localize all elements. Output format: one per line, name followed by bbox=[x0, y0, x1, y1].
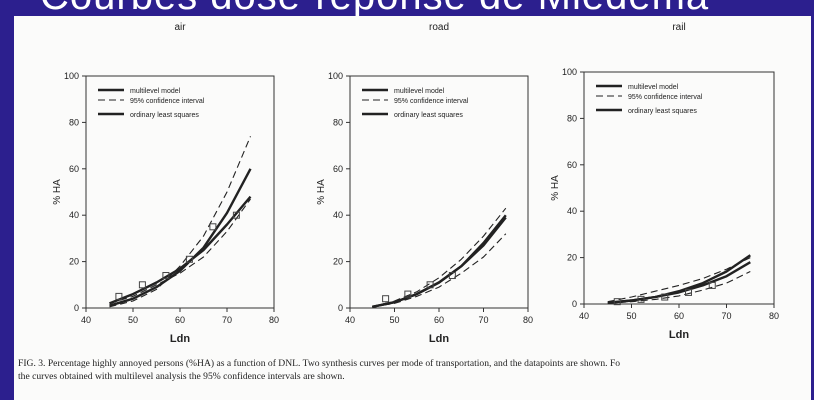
series-line bbox=[372, 216, 507, 308]
x-tick-label: 50 bbox=[128, 315, 138, 325]
chart-panel-air: air 40 50 60 70 80 0 20 40 60 80 100 Ldn % HA multilev… bbox=[44, 16, 294, 361]
data-point bbox=[115, 292, 123, 300]
plot-frame bbox=[583, 71, 775, 305]
legend-label: multilevel model bbox=[130, 88, 181, 95]
data-point bbox=[382, 295, 390, 303]
plot-frame bbox=[85, 75, 275, 309]
plot-frame bbox=[349, 75, 529, 309]
series-line bbox=[109, 195, 252, 305]
x-tick-label: 40 bbox=[579, 311, 589, 321]
data-point bbox=[138, 281, 146, 289]
data-point bbox=[613, 298, 621, 306]
x-tick-label: 40 bbox=[345, 315, 355, 325]
y-tick-label: 20 bbox=[567, 253, 577, 263]
x-tick-label: 70 bbox=[721, 311, 731, 321]
y-tick-label: 100 bbox=[328, 71, 343, 81]
figure-page: air 40 50 60 70 80 0 20 40 60 80 100 Ldn % HA multilev… bbox=[14, 16, 811, 400]
y-axis-label: % HA bbox=[316, 179, 327, 205]
x-tick-label: 80 bbox=[269, 315, 279, 325]
y-tick-label: 100 bbox=[562, 67, 577, 77]
legend-label: multilevel model bbox=[394, 88, 445, 95]
legend-label: multilevel model bbox=[628, 84, 679, 91]
legend-label: 95% confidence interval bbox=[628, 94, 703, 101]
legend-label: 95% confidence interval bbox=[394, 98, 469, 105]
y-tick-label: 0 bbox=[572, 299, 577, 309]
y-tick-label: 0 bbox=[74, 303, 79, 313]
series-line bbox=[607, 271, 751, 304]
series-line bbox=[109, 168, 252, 307]
legend-label: 95% confidence interval bbox=[130, 98, 205, 105]
chart-rail: rail 40 50 60 70 80 0 20 40 60 80 100 Ldn % HA multile… bbox=[550, 22, 779, 341]
series-line bbox=[372, 207, 507, 308]
data-point bbox=[426, 281, 434, 289]
data-point bbox=[185, 255, 193, 263]
series-line bbox=[109, 198, 251, 304]
y-tick-label: 60 bbox=[333, 164, 343, 174]
data-point bbox=[637, 295, 645, 303]
data-point bbox=[162, 272, 170, 280]
x-tick-label: 70 bbox=[478, 315, 488, 325]
y-tick-label: 80 bbox=[333, 117, 343, 127]
legend-label: ordinary least squares bbox=[130, 112, 199, 119]
chart-title: rail bbox=[672, 22, 685, 33]
x-tick-label: 50 bbox=[626, 311, 636, 321]
y-tick-label: 40 bbox=[567, 206, 577, 216]
y-axis-label: % HA bbox=[550, 175, 561, 201]
chart-road: road 40 50 60 70 80 0 20 40 60 80 100 Ldn % HA multile… bbox=[316, 22, 533, 345]
data-point bbox=[685, 288, 692, 296]
data-point bbox=[708, 281, 716, 289]
x-tick-label: 80 bbox=[523, 315, 533, 325]
y-tick-label: 0 bbox=[338, 303, 343, 313]
series-line bbox=[607, 257, 751, 303]
data-point bbox=[404, 290, 412, 298]
data-point bbox=[448, 272, 456, 280]
x-tick-label: 80 bbox=[769, 311, 779, 321]
y-tick-label: 20 bbox=[333, 257, 343, 267]
data-point bbox=[232, 211, 240, 219]
y-tick-label: 80 bbox=[567, 113, 577, 123]
figure-caption: FIG. 3. Percentage highly annoyed person… bbox=[18, 358, 808, 383]
y-tick-label: 80 bbox=[69, 117, 79, 127]
slide-title: Courbes dose-réponse de Miedema bbox=[40, 0, 800, 18]
series-line bbox=[607, 254, 751, 304]
x-tick-label: 40 bbox=[81, 315, 91, 325]
x-tick-label: 60 bbox=[434, 315, 444, 325]
x-axis-label: Ldn bbox=[170, 333, 190, 345]
chart-panel-road: road 40 50 60 70 80 0 20 40 60 80 100 Ldn % HA multile… bbox=[306, 16, 556, 361]
x-tick-label: 60 bbox=[175, 315, 185, 325]
chart-title: air bbox=[174, 22, 186, 33]
data-point bbox=[209, 223, 217, 231]
chart-title: road bbox=[429, 22, 449, 33]
x-tick-label: 60 bbox=[674, 311, 684, 321]
chart-panel-rail: rail 40 50 60 70 80 0 20 40 60 80 100 Ldn % HA multile… bbox=[540, 16, 790, 361]
x-tick-label: 70 bbox=[222, 315, 232, 325]
x-tick-label: 50 bbox=[389, 315, 399, 325]
y-tick-label: 40 bbox=[69, 210, 79, 220]
y-tick-label: 60 bbox=[69, 164, 79, 174]
series-line bbox=[109, 136, 252, 308]
legend-label: ordinary least squares bbox=[394, 112, 463, 119]
caption-line-2: the curves obtained with multilevel anal… bbox=[18, 370, 345, 382]
chart-air: air 40 50 60 70 80 0 20 40 60 80 100 Ldn % HA multilev… bbox=[52, 22, 279, 345]
legend-label: ordinary least squares bbox=[628, 108, 697, 115]
x-axis-label: Ldn bbox=[669, 329, 689, 341]
caption-line-1: FIG. 3. Percentage highly annoyed person… bbox=[18, 358, 621, 369]
y-tick-label: 20 bbox=[69, 257, 79, 267]
y-tick-label: 100 bbox=[64, 71, 79, 81]
series-line bbox=[372, 233, 507, 308]
series-line bbox=[372, 214, 507, 308]
data-point bbox=[661, 293, 669, 301]
y-tick-label: 40 bbox=[333, 210, 343, 220]
y-tick-label: 60 bbox=[567, 160, 577, 170]
x-axis-label: Ldn bbox=[429, 333, 449, 345]
y-axis-label: % HA bbox=[52, 179, 63, 205]
